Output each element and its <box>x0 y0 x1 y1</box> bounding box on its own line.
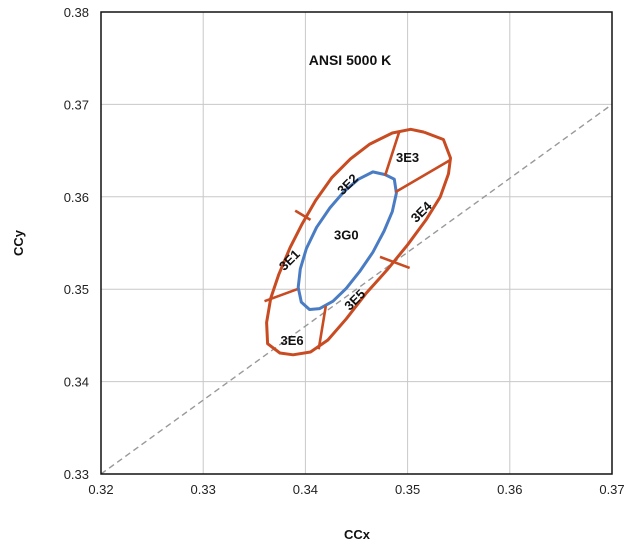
bin-label-3e3: 3E3 <box>396 150 419 165</box>
bin-divider-line <box>383 130 401 176</box>
inner-ellipse-3g0 <box>296 170 398 311</box>
bin-divider-line <box>379 255 411 270</box>
reference-dashed-line <box>100 103 613 475</box>
bin-divider-line <box>264 287 298 303</box>
y-tick-label: 0.37 <box>64 97 89 112</box>
outer-ellipse-boundary <box>265 127 452 357</box>
x-tick-label: 0.34 <box>293 482 318 497</box>
y-axis-title: CCy <box>11 229 26 256</box>
bin-label-3g0: 3G0 <box>334 228 359 243</box>
x-tick-label: 0.37 <box>599 482 624 497</box>
series-layer <box>100 103 613 475</box>
bin-divider-line <box>394 158 452 194</box>
plot-border <box>100 11 613 475</box>
bin-label-3e6: 3E6 <box>281 333 304 348</box>
bin-label-3e4: 3E4 <box>408 198 436 226</box>
y-tick-label: 0.38 <box>64 5 89 20</box>
x-tick-label: 0.33 <box>191 482 216 497</box>
y-tick-label: 0.33 <box>64 467 89 482</box>
chart-title: ANSI 5000 K <box>309 52 391 68</box>
y-tick-label: 0.34 <box>64 375 89 390</box>
bin-label-3e2: 3E2 <box>334 171 361 198</box>
plot-frame <box>100 11 613 475</box>
y-tick-label: 0.35 <box>64 282 89 297</box>
bin-divider-line <box>317 305 328 350</box>
x-tick-label: 0.36 <box>497 482 522 497</box>
y-tick-label: 0.36 <box>64 190 89 205</box>
x-tick-label: 0.32 <box>88 482 113 497</box>
x-axis-title: CCx <box>344 527 371 542</box>
tick-labels: 0.32 0.33 0.34 0.35 0.36 0.370.330.340.350.36… <box>64 5 625 497</box>
x-tick-label: 0.35 <box>395 482 420 497</box>
gridlines <box>100 11 613 475</box>
bin-divider-line <box>294 209 312 222</box>
